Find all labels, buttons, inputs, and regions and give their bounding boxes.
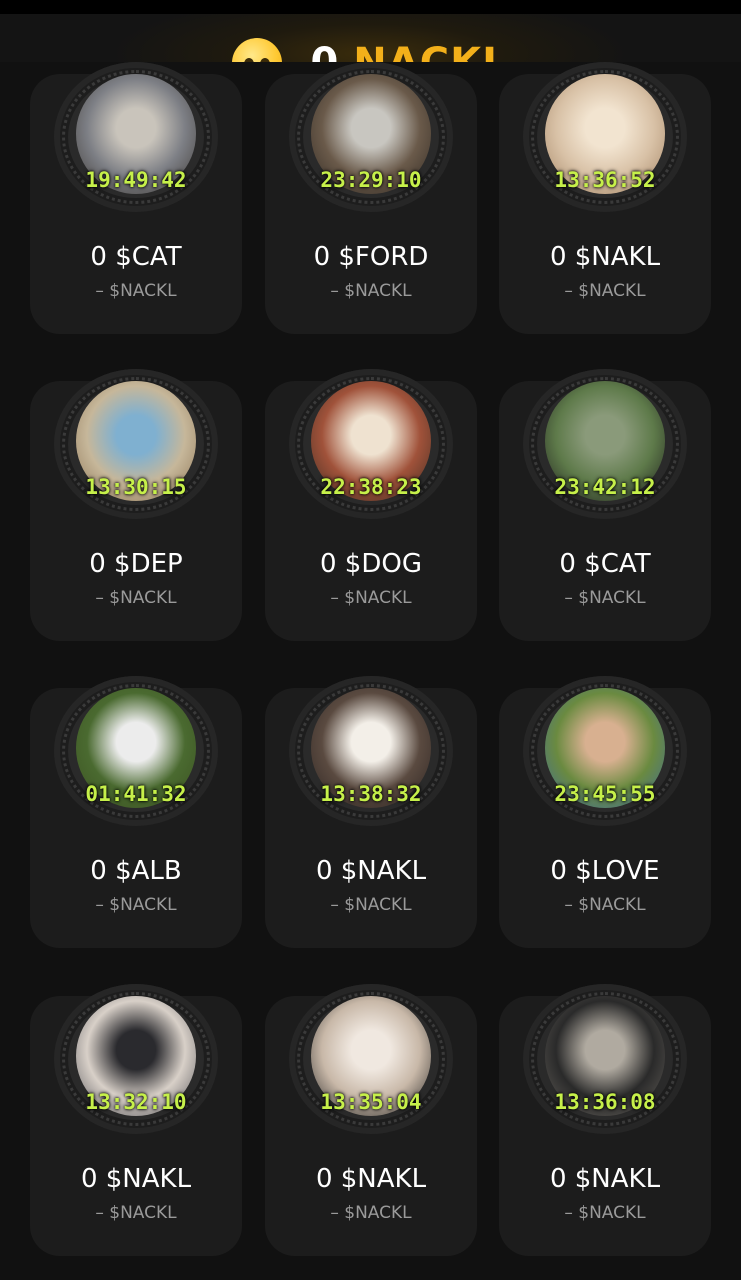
goose-car-icon: [311, 74, 431, 194]
token-amount: 0 $FORD: [313, 242, 429, 272]
dog-frog-icon: [311, 381, 431, 501]
man-portrait-icon: [76, 381, 196, 501]
token-price: – $NACKL: [95, 588, 177, 608]
token-price: – $NACKL: [564, 1203, 646, 1223]
token-card[interactable]: 19:49:42 0 $CAT – $NACKL: [30, 62, 242, 362]
countdown-timer: 13:30:15: [85, 475, 187, 499]
countdown-timer: 13:36:08: [554, 1090, 656, 1114]
token-card[interactable]: 23:29:10 0 $FORD – $NACKL: [265, 62, 477, 362]
token-grid: 19:49:42 0 $CAT – $NACKL 23:29:10 0 $FOR…: [0, 62, 741, 1280]
token-amount: 0 $DOG: [320, 549, 422, 579]
countdown-timer: 13:36:52: [554, 168, 656, 192]
cats-icon: [76, 74, 196, 194]
token-amount: 0 $ALB: [90, 856, 182, 886]
fluffy-cat-icon: [545, 996, 665, 1116]
token-price: – $NACKL: [95, 1203, 177, 1223]
token-card[interactable]: 01:41:32 0 $ALB – $NACKL: [30, 676, 242, 976]
token-amount: 0 $NAKL: [80, 1164, 192, 1194]
countdown-timer: 23:45:55: [554, 782, 656, 806]
token-price: – $NACKL: [330, 1203, 412, 1223]
cat-swan-icon: [545, 381, 665, 501]
countdown-timer: 13:32:10: [85, 1090, 187, 1114]
countdown-timer: 13:38:32: [320, 782, 422, 806]
black-cat-icon: [76, 996, 196, 1116]
token-card[interactable]: 13:30:15 0 $DEP – $NACKL: [30, 369, 242, 669]
status-bar: [0, 0, 741, 14]
token-amount: 0 $LOVE: [550, 856, 660, 886]
token-price: – $NACKL: [330, 281, 412, 301]
token-price: – $NACKL: [95, 281, 177, 301]
countdown-timer: 22:38:23: [320, 475, 422, 499]
token-card[interactable]: 13:38:32 0 $NAKL – $NACKL: [265, 676, 477, 976]
token-card[interactable]: 13:36:08 0 $NAKL – $NACKL: [499, 984, 711, 1280]
countdown-timer: 13:35:04: [320, 1090, 422, 1114]
token-card[interactable]: 23:45:55 0 $LOVE – $NACKL: [499, 676, 711, 976]
token-price: – $NACKL: [95, 895, 177, 915]
token-amount: 0 $NAKL: [549, 242, 661, 272]
white-deer-icon: [76, 688, 196, 808]
token-card[interactable]: 13:36:52 0 $NAKL – $NACKL: [499, 62, 711, 362]
woman-lions-icon: [545, 688, 665, 808]
white-cat-icon: [311, 688, 431, 808]
token-amount: 0 $NAKL: [315, 856, 427, 886]
token-amount: 0 $NAKL: [315, 1164, 427, 1194]
countdown-timer: 19:49:42: [85, 168, 187, 192]
token-price: – $NACKL: [330, 588, 412, 608]
token-card[interactable]: 13:32:10 0 $NAKL – $NACKL: [30, 984, 242, 1280]
token-amount: 0 $CAT: [559, 549, 651, 579]
token-price: – $NACKL: [330, 895, 412, 915]
token-card[interactable]: 22:38:23 0 $DOG – $NACKL: [265, 369, 477, 669]
token-price: – $NACKL: [564, 588, 646, 608]
token-card[interactable]: 13:35:04 0 $NAKL – $NACKL: [265, 984, 477, 1280]
token-price: – $NACKL: [564, 895, 646, 915]
countdown-timer: 23:42:12: [554, 475, 656, 499]
countdown-timer: 01:41:32: [85, 782, 187, 806]
grumpy-cat-icon: [545, 74, 665, 194]
token-amount: 0 $CAT: [90, 242, 182, 272]
token-card[interactable]: 23:42:12 0 $CAT – $NACKL: [499, 369, 711, 669]
countdown-timer: 23:29:10: [320, 168, 422, 192]
token-amount: 0 $DEP: [89, 549, 183, 579]
sphynx-cat-icon: [311, 996, 431, 1116]
token-amount: 0 $NAKL: [549, 1164, 661, 1194]
token-price: – $NACKL: [564, 281, 646, 301]
